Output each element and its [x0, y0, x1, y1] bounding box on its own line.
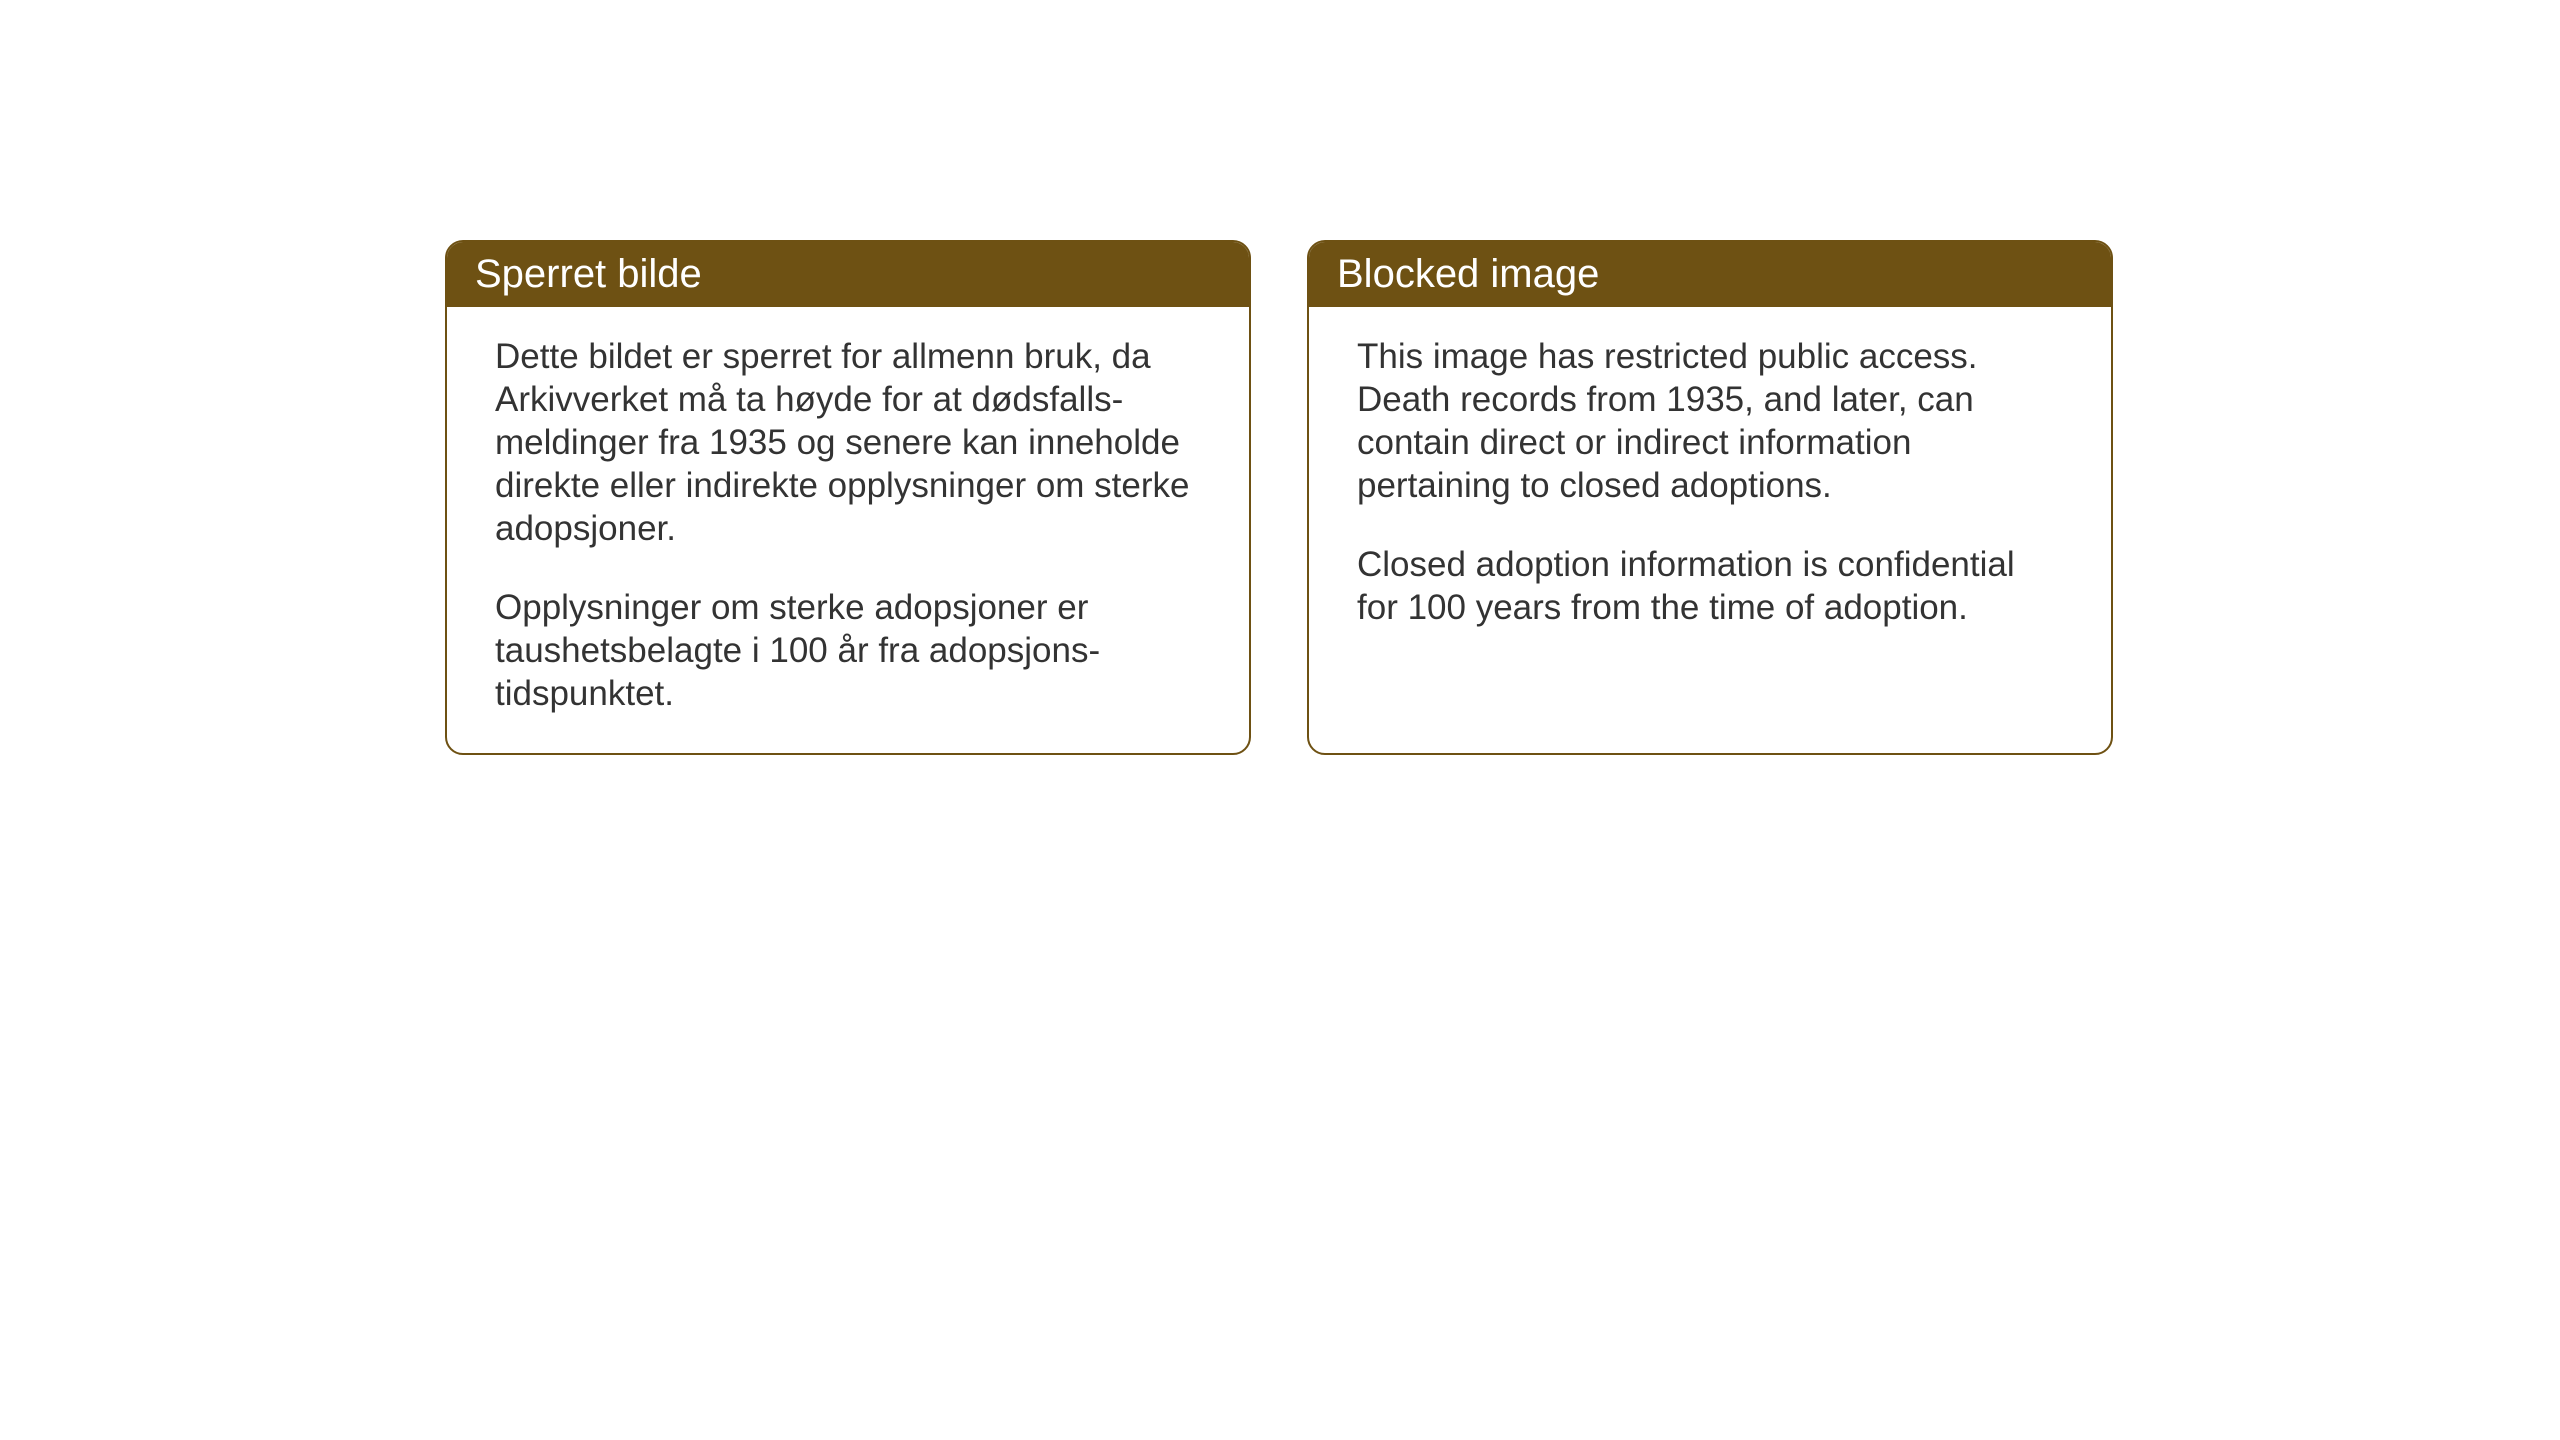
- norwegian-card-title: Sperret bilde: [447, 242, 1249, 307]
- norwegian-card-body: Dette bildet er sperret for allmenn bruk…: [447, 307, 1249, 753]
- english-card-body: This image has restricted public access.…: [1309, 307, 2111, 667]
- english-card-title: Blocked image: [1309, 242, 2111, 307]
- english-paragraph-2: Closed adoption information is confident…: [1357, 543, 2063, 629]
- norwegian-card: Sperret bilde Dette bildet er sperret fo…: [445, 240, 1251, 755]
- norwegian-paragraph-2: Opplysninger om sterke adopsjoner er tau…: [495, 586, 1201, 715]
- english-card: Blocked image This image has restricted …: [1307, 240, 2113, 755]
- card-container: Sperret bilde Dette bildet er sperret fo…: [445, 240, 2113, 755]
- norwegian-paragraph-1: Dette bildet er sperret for allmenn bruk…: [495, 335, 1201, 550]
- english-paragraph-1: This image has restricted public access.…: [1357, 335, 2063, 507]
